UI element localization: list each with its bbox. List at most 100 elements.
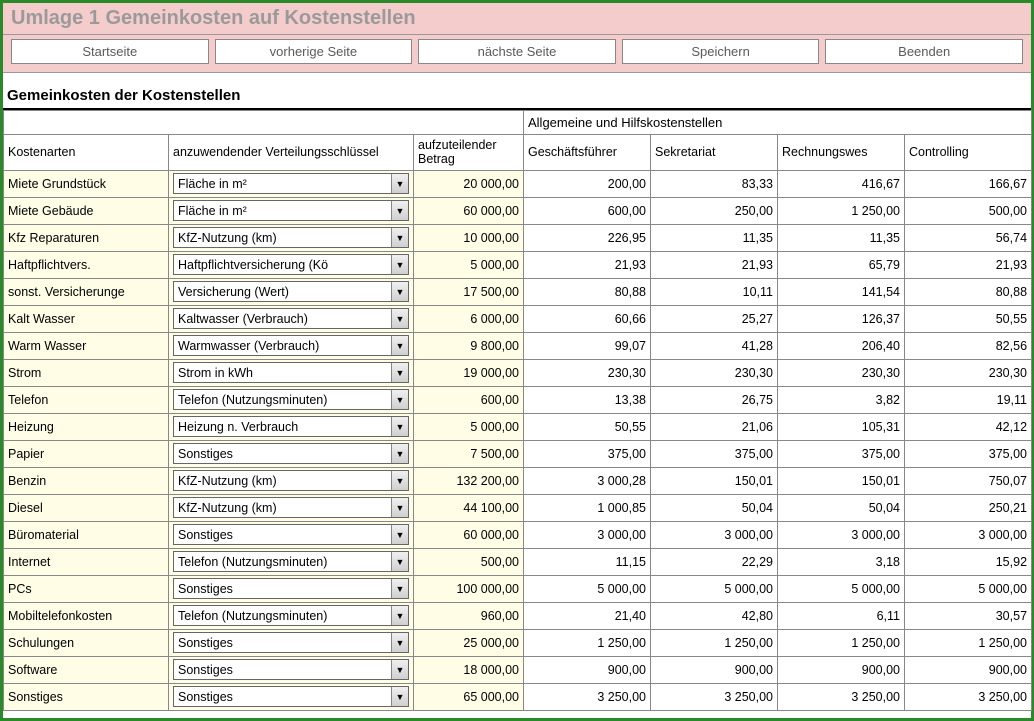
amount-cell: 60 000,00 [414,197,524,224]
prev-page-button[interactable]: vorherige Seite [215,39,413,64]
value-cell: 5 000,00 [778,575,905,602]
value-cell: 80,88 [905,278,1032,305]
select-value: Telefon (Nutzungsminuten) [178,555,391,569]
value-cell: 500,00 [905,197,1032,224]
table-row: sonst. VersicherungeVersicherung (Wert)▼… [4,278,1032,305]
distribution-key-cell: Versicherung (Wert)▼ [169,278,414,305]
distribution-key-cell: Sonstiges▼ [169,656,414,683]
distribution-key-select[interactable]: Sonstiges▼ [173,659,409,680]
distribution-key-select[interactable]: Sonstiges▼ [173,443,409,464]
cost-type-cell: Schulungen [4,629,169,656]
select-value: Kaltwasser (Verbrauch) [178,312,391,326]
amount-cell: 5 000,00 [414,251,524,278]
chevron-down-icon: ▼ [391,579,408,598]
table-row: SonstigesSonstiges▼65 000,003 250,003 25… [4,683,1032,710]
amount-cell: 5 000,00 [414,413,524,440]
distribution-key-select[interactable]: Fläche in m²▼ [173,173,409,194]
value-cell: 200,00 [524,170,651,197]
value-cell: 6,11 [778,602,905,629]
distribution-key-cell: Fläche in m²▼ [169,197,414,224]
distribution-key-cell: Warmwasser (Verbrauch)▼ [169,332,414,359]
distribution-key-select[interactable]: Haftpflichtversicherung (Kö▼ [173,254,409,275]
value-cell: 3 000,00 [778,521,905,548]
select-value: Sonstiges [178,447,391,461]
header-blank [4,111,524,135]
cost-type-cell: Mobiltelefonkosten [4,602,169,629]
value-cell: 21,40 [524,602,651,629]
table-row: Haftpflichtvers.Haftpflichtversicherung … [4,251,1032,278]
distribution-key-select[interactable]: Versicherung (Wert)▼ [173,281,409,302]
chevron-down-icon: ▼ [391,201,408,220]
distribution-key-select[interactable]: Warmwasser (Verbrauch)▼ [173,335,409,356]
distribution-key-select[interactable]: Strom in kWh▼ [173,362,409,383]
amount-cell: 18 000,00 [414,656,524,683]
value-cell: 126,37 [778,305,905,332]
value-cell: 42,12 [905,413,1032,440]
distribution-key-select[interactable]: KfZ-Nutzung (km)▼ [173,497,409,518]
value-cell: 41,28 [651,332,778,359]
value-cell: 3 250,00 [905,683,1032,710]
select-value: Warmwasser (Verbrauch) [178,339,391,353]
distribution-key-cell: Strom in kWh▼ [169,359,414,386]
chevron-down-icon: ▼ [391,552,408,571]
distribution-key-select[interactable]: Sonstiges▼ [173,578,409,599]
start-button[interactable]: Startseite [11,39,209,64]
amount-cell: 600,00 [414,386,524,413]
cost-type-cell: Heizung [4,413,169,440]
value-cell: 3 000,28 [524,467,651,494]
distribution-key-select[interactable]: Heizung n. Verbrauch▼ [173,416,409,437]
chevron-down-icon: ▼ [391,336,408,355]
table-row: Warm WasserWarmwasser (Verbrauch)▼9 800,… [4,332,1032,359]
value-cell: 11,35 [651,224,778,251]
distribution-key-select[interactable]: Sonstiges▼ [173,524,409,545]
value-cell: 15,92 [905,548,1032,575]
value-cell: 22,29 [651,548,778,575]
distribution-key-select[interactable]: Kaltwasser (Verbrauch)▼ [173,308,409,329]
cost-type-cell: Papier [4,440,169,467]
amount-cell: 132 200,00 [414,467,524,494]
value-cell: 3 000,00 [651,521,778,548]
distribution-key-cell: Fläche in m²▼ [169,170,414,197]
table-row: MobiltelefonkostenTelefon (Nutzungsminut… [4,602,1032,629]
select-value: Sonstiges [178,690,391,704]
value-cell: 230,30 [905,359,1032,386]
distribution-key-cell: Sonstiges▼ [169,629,414,656]
distribution-key-select[interactable]: Telefon (Nutzungsminuten)▼ [173,551,409,572]
cost-type-cell: Haftpflichtvers. [4,251,169,278]
distribution-key-select[interactable]: Telefon (Nutzungsminuten)▼ [173,389,409,410]
value-cell: 3 000,00 [905,521,1032,548]
distribution-key-select[interactable]: KfZ-Nutzung (km)▼ [173,227,409,248]
next-page-button[interactable]: nächste Seite [418,39,616,64]
distribution-key-select[interactable]: KfZ-Nutzung (km)▼ [173,470,409,491]
chevron-down-icon: ▼ [391,660,408,679]
table-row: InternetTelefon (Nutzungsminuten)▼500,00… [4,548,1032,575]
table-row: BüromaterialSonstiges▼60 000,003 000,003… [4,521,1032,548]
value-cell: 1 250,00 [524,629,651,656]
value-cell: 3 250,00 [524,683,651,710]
value-cell: 3,18 [778,548,905,575]
cost-table: Allgemeine und Hilfskostenstellen Kosten… [3,110,1032,711]
distribution-key-select[interactable]: Fläche in m²▼ [173,200,409,221]
value-cell: 600,00 [524,197,651,224]
distribution-key-cell: Sonstiges▼ [169,575,414,602]
cost-type-cell: Software [4,656,169,683]
exit-button[interactable]: Beenden [825,39,1023,64]
distribution-key-select[interactable]: Sonstiges▼ [173,686,409,707]
chevron-down-icon: ▼ [391,525,408,544]
save-button[interactable]: Speichern [622,39,820,64]
value-cell: 1 250,00 [651,629,778,656]
distribution-key-cell: Kaltwasser (Verbrauch)▼ [169,305,414,332]
amount-cell: 6 000,00 [414,305,524,332]
distribution-key-cell: Sonstiges▼ [169,440,414,467]
distribution-key-select[interactable]: Sonstiges▼ [173,632,409,653]
value-cell: 141,54 [778,278,905,305]
chevron-down-icon: ▼ [391,444,408,463]
header-c2: Sekretariat [651,135,778,171]
amount-cell: 19 000,00 [414,359,524,386]
value-cell: 1 000,85 [524,494,651,521]
select-value: KfZ-Nutzung (km) [178,474,391,488]
distribution-key-cell: Sonstiges▼ [169,683,414,710]
distribution-key-select[interactable]: Telefon (Nutzungsminuten)▼ [173,605,409,626]
cost-type-cell: Kalt Wasser [4,305,169,332]
cost-type-cell: Diesel [4,494,169,521]
